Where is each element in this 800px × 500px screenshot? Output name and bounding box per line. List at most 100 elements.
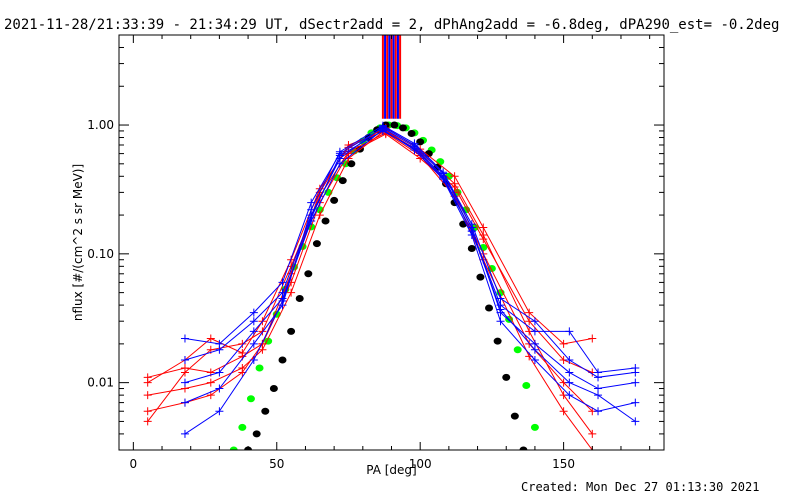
blue-data-point xyxy=(307,198,316,207)
red-data-point xyxy=(559,407,568,416)
x-tick-label: 50 xyxy=(269,457,284,471)
black-fit-point xyxy=(252,430,261,438)
black-fit-point xyxy=(390,121,399,129)
green-fit-point xyxy=(238,423,247,431)
blue-data-point xyxy=(335,151,344,160)
red-series-line xyxy=(147,132,593,450)
black-fit-point xyxy=(398,124,407,132)
black-fit-point xyxy=(467,245,476,253)
blue-series-line xyxy=(184,129,636,412)
blue-series-line xyxy=(184,130,636,435)
y-tick-label: 0.10 xyxy=(87,247,114,261)
x-tick-label: 150 xyxy=(552,457,575,471)
red-data-point xyxy=(588,429,597,438)
blue-data-point xyxy=(594,391,603,400)
blue-data-point xyxy=(307,213,316,222)
blue-data-point xyxy=(278,297,287,306)
blue-data-point xyxy=(496,317,505,326)
red-series-line xyxy=(147,133,593,378)
y-tick-label: 0.01 xyxy=(87,376,114,390)
blue-data-point xyxy=(215,345,224,354)
red-data-point xyxy=(287,288,296,297)
x-axis-label: PA [deg] xyxy=(366,463,416,477)
green-fit-point xyxy=(246,395,255,403)
blue-data-point xyxy=(215,407,224,416)
black-fit-point xyxy=(287,327,296,335)
y-tick-label: 1.00 xyxy=(87,118,114,132)
blue-data-point xyxy=(631,368,640,377)
red-series-line xyxy=(147,129,593,412)
red-series-line xyxy=(147,127,593,384)
blue-data-point xyxy=(249,308,258,317)
red-data-point xyxy=(315,211,324,220)
green-fit-point xyxy=(255,364,264,372)
blue-data-point xyxy=(565,355,574,364)
blue-data-point xyxy=(180,378,189,387)
black-fit-point xyxy=(338,177,347,185)
blue-data-point xyxy=(410,144,419,153)
blue-data-point xyxy=(467,227,476,236)
red-data-point xyxy=(238,339,247,348)
black-fit-point xyxy=(519,446,528,450)
green-fit-point xyxy=(530,423,539,431)
blue-data-point xyxy=(530,327,539,336)
blue-data-point xyxy=(215,384,224,393)
chart-marks xyxy=(143,35,640,450)
red-data-point xyxy=(143,378,152,387)
blue-data-point xyxy=(180,429,189,438)
chart-title: 2021-11-28/21:33:39 - 21:34:29 UT, dSect… xyxy=(4,17,780,33)
blue-data-point xyxy=(307,205,316,214)
blue-data-point xyxy=(631,378,640,387)
blue-data-point xyxy=(249,339,258,348)
blue-data-point xyxy=(180,334,189,343)
black-fit-point xyxy=(321,217,330,225)
blue-data-point xyxy=(530,345,539,354)
red-data-point xyxy=(206,334,215,343)
red-data-point xyxy=(479,231,488,240)
red-data-point xyxy=(588,334,597,343)
blue-data-point xyxy=(180,355,189,364)
blue-data-point xyxy=(249,317,258,326)
black-fit-point xyxy=(407,129,416,137)
black-fit-point xyxy=(485,304,494,312)
black-fit-point xyxy=(312,240,321,248)
green-fit-point xyxy=(513,346,522,354)
red-data-point xyxy=(525,308,534,317)
red-data-point xyxy=(238,348,247,357)
red-data-point xyxy=(344,154,353,163)
blue-series-line xyxy=(184,127,636,373)
blue-data-point xyxy=(249,327,258,336)
red-data-point xyxy=(559,339,568,348)
red-data-point xyxy=(479,223,488,232)
blue-data-point xyxy=(496,294,505,303)
black-fit-point xyxy=(510,412,519,420)
blue-data-point xyxy=(215,368,224,377)
red-data-point xyxy=(143,391,152,400)
blue-data-point xyxy=(594,373,603,382)
red-data-point xyxy=(258,327,267,336)
blue-data-point xyxy=(249,355,258,364)
black-fit-point xyxy=(493,337,502,345)
blue-data-point xyxy=(496,305,505,314)
blue-data-point xyxy=(180,398,189,407)
green-fit-point xyxy=(436,158,445,166)
blue-data-point xyxy=(565,391,574,400)
black-fit-point xyxy=(278,356,287,364)
blue-data-point xyxy=(335,159,344,168)
black-fit-point xyxy=(347,160,356,168)
black-fit-point xyxy=(330,196,339,204)
x-tick-label: 100 xyxy=(409,457,432,471)
red-data-point xyxy=(180,368,189,377)
chart-axes: 0 50 100 150 0.01 0.10 1.00 xyxy=(87,34,664,471)
blue-data-point xyxy=(594,407,603,416)
blue-data-point xyxy=(631,398,640,407)
blue-data-point xyxy=(278,278,287,287)
black-fit-point xyxy=(269,385,278,393)
blue-data-point xyxy=(439,173,448,182)
red-data-point xyxy=(206,378,215,387)
blue-data-point xyxy=(565,368,574,377)
blue-series-line xyxy=(184,126,636,390)
red-data-point xyxy=(450,179,459,188)
black-fit-point xyxy=(502,373,511,381)
x-tick-label: 0 xyxy=(130,457,138,471)
